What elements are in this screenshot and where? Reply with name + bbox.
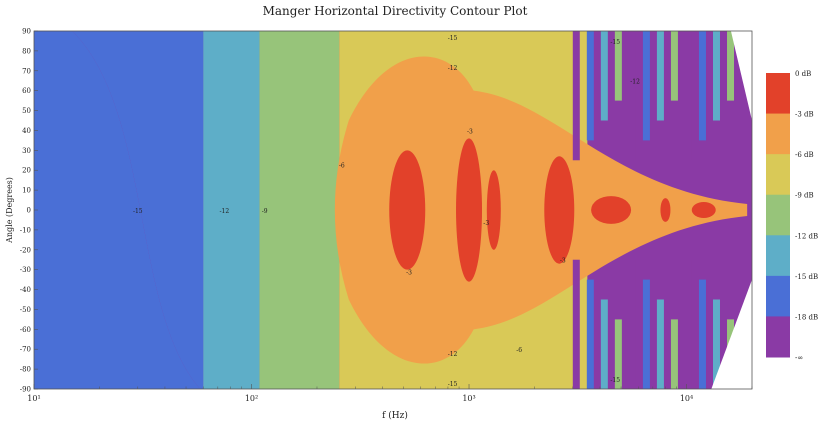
hf-stripe bbox=[628, 31, 636, 161]
contour-label: -15 bbox=[610, 39, 620, 46]
hf-stripe bbox=[741, 31, 749, 161]
hf-stripe bbox=[698, 279, 706, 389]
hf-stripe bbox=[670, 31, 678, 101]
x-tick-label: 10⁴ bbox=[680, 394, 693, 403]
y-axis-label: Angle (Degrees) bbox=[5, 177, 14, 244]
lobe-0 bbox=[389, 150, 426, 270]
y-tick-label: 80 bbox=[22, 47, 31, 55]
legend-swatch bbox=[766, 316, 790, 358]
band-2 bbox=[259, 31, 340, 389]
hf-stripe bbox=[684, 31, 692, 161]
y-tick-label: -50 bbox=[20, 306, 31, 314]
hf-stripe bbox=[727, 31, 735, 101]
contour-label: -12 bbox=[448, 351, 458, 358]
legend-label: -15 dB bbox=[795, 273, 818, 281]
legend: 0 dB -3 dB -6 dB -9 dB -12 dB -15 dB -18 dB -∞ bbox=[766, 70, 818, 362]
legend-swatch bbox=[766, 113, 790, 155]
y-tick-label: 10 bbox=[22, 187, 31, 195]
y-tick-label: 90 bbox=[22, 28, 31, 36]
hf-stripe bbox=[614, 31, 622, 101]
contour-label: -12 bbox=[219, 208, 229, 215]
hf-stripe bbox=[642, 31, 650, 141]
y-tick-label: 70 bbox=[22, 67, 31, 75]
y-tick-label: 20 bbox=[22, 167, 31, 175]
contour-label: -15 bbox=[448, 381, 458, 388]
x-tick-label: 10¹ bbox=[27, 394, 40, 403]
contour-label: -6 bbox=[339, 162, 345, 169]
lobe-3 bbox=[544, 156, 575, 264]
hf-stripe bbox=[684, 259, 692, 389]
legend-label: -9 dB bbox=[795, 192, 814, 200]
legend-label: -3 dB bbox=[795, 111, 814, 119]
contour-label: -12 bbox=[448, 65, 458, 72]
lobe-1 bbox=[456, 138, 483, 282]
lobe-2 bbox=[486, 170, 501, 250]
y-tick-label: -20 bbox=[20, 246, 31, 254]
contour-label: -12 bbox=[630, 79, 640, 86]
contour-label: -3 bbox=[483, 220, 489, 227]
hf-stripe bbox=[698, 31, 706, 141]
contour-label: -15 bbox=[133, 208, 143, 215]
y-tick-label: -10 bbox=[20, 226, 31, 234]
y-tick-label: -30 bbox=[20, 266, 31, 274]
legend-label: 0 dB bbox=[795, 70, 811, 78]
hf-stripe bbox=[586, 279, 594, 389]
x-tick-label: 10² bbox=[245, 394, 258, 403]
contour-label: -9 bbox=[262, 208, 268, 215]
legend-swatch bbox=[766, 73, 790, 115]
hf-stripe bbox=[642, 279, 650, 389]
axes: 90 80 70 60 50 40 30 20 10 0 -10 -20 -30 -40 -50 -60 -70… bbox=[20, 28, 753, 403]
x-axis-label: f (Hz) bbox=[382, 410, 408, 421]
chart-title: Manger Horizontal Directivity Contour Pl… bbox=[263, 4, 528, 18]
y-tick-label: -40 bbox=[20, 286, 31, 294]
contour-plot-area bbox=[34, 31, 752, 389]
hf-stripe bbox=[656, 299, 664, 389]
hf-stripe bbox=[628, 259, 636, 389]
y-tick-label: -70 bbox=[20, 346, 31, 354]
contour-label: -15 bbox=[610, 377, 620, 384]
hf-stripe bbox=[572, 31, 580, 161]
legend-label: -18 dB bbox=[795, 313, 818, 321]
y-tick-label: 40 bbox=[22, 127, 31, 135]
contour-label: -3 bbox=[560, 258, 566, 265]
contour-label: -3 bbox=[467, 128, 473, 135]
blank-bottom-right bbox=[711, 279, 752, 389]
hf-stripe bbox=[670, 319, 678, 389]
y-tick-label: -60 bbox=[20, 326, 31, 334]
contour-label: -6 bbox=[516, 347, 522, 354]
band-edge-blue2 bbox=[34, 31, 201, 389]
y-tick-label: 60 bbox=[22, 87, 31, 95]
legend-label: -12 dB bbox=[795, 232, 818, 240]
legend-swatch bbox=[766, 194, 790, 236]
legend-swatch bbox=[766, 235, 790, 277]
band-1 bbox=[203, 31, 260, 389]
hf-stripe bbox=[656, 31, 664, 121]
hf-stripe bbox=[614, 319, 622, 389]
lobe-4 bbox=[591, 196, 632, 224]
hf-stripe bbox=[600, 299, 608, 389]
hf-stripe bbox=[586, 31, 594, 141]
y-tick-label: 50 bbox=[22, 107, 31, 115]
y-tick-label: 30 bbox=[22, 147, 31, 155]
lobe-5 bbox=[660, 198, 671, 222]
y-tick-label: -80 bbox=[20, 366, 31, 374]
lobe-6 bbox=[691, 202, 716, 218]
legend-label: -6 dB bbox=[795, 151, 814, 159]
legend-swatch bbox=[766, 154, 790, 196]
y-tick-label: -90 bbox=[20, 386, 31, 394]
y-tick-label: 0 bbox=[27, 207, 31, 215]
hf-stripe bbox=[712, 31, 720, 121]
blank-top-right bbox=[730, 31, 752, 121]
hf-stripe bbox=[600, 31, 608, 121]
legend-label: -∞ bbox=[795, 354, 803, 362]
region-minus3 bbox=[334, 56, 748, 364]
contour-label: -15 bbox=[448, 35, 458, 42]
hf-stripe bbox=[572, 259, 580, 389]
legend-swatch bbox=[766, 275, 790, 317]
hf-stripe bbox=[712, 299, 720, 389]
contour-labels: -15 -12 -9 -6 -3 -3 -3 -3 -15 -12 -12 -15 -6 -12 -15 -1… bbox=[133, 35, 640, 388]
x-tick-label: 10³ bbox=[462, 394, 475, 403]
contour-label: -3 bbox=[406, 270, 412, 277]
